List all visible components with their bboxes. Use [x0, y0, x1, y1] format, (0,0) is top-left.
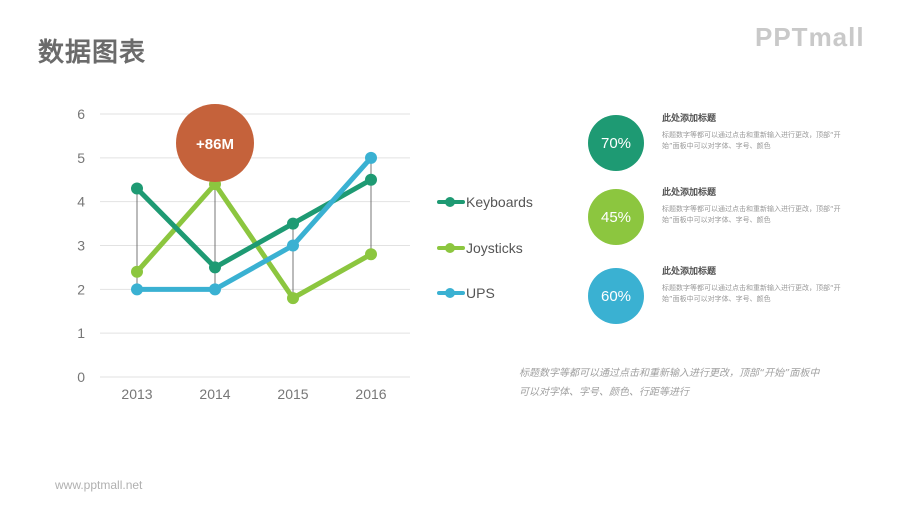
data-point-keyboards: [365, 173, 377, 186]
page-title: 数据图表: [38, 38, 147, 68]
y-tick-label: 6: [77, 106, 85, 122]
legend-swatch: [437, 288, 465, 298]
data-point-keyboards: [287, 217, 299, 230]
stat-circle: 45%: [588, 189, 644, 245]
stat-title: 此处添加标题: [662, 188, 717, 198]
legend-item-joysticks: Joysticks: [437, 240, 577, 256]
y-tick-label: 4: [77, 194, 85, 210]
series-line-keyboards: [134, 177, 374, 270]
x-tick-label: 2015: [277, 386, 308, 402]
legend-label: Joysticks: [466, 240, 523, 256]
legend-label: Keyboards: [466, 194, 533, 210]
data-point-joysticks: [287, 292, 299, 305]
annotation-label: +86M: [196, 136, 234, 153]
legend-item-keyboards: Keyboards: [437, 194, 577, 210]
brand-logo: PPTmall: [755, 22, 865, 52]
stat-card-3: 60% 此处添加标题 标题数字等都可以通过点击和重新输入进行更改，顶部“开始”面…: [588, 267, 841, 328]
stat-description: 标题数字等都可以通过点击和重新输入进行更改，顶部“开始”面板中可以对字体、字号、…: [662, 131, 841, 150]
data-point-ups: [287, 239, 299, 252]
stat-description: 标题数字等都可以通过点击和重新输入进行更改，顶部“开始”面板中可以对字体、字号、…: [662, 205, 841, 224]
y-tick-label: 5: [77, 150, 85, 166]
y-tick-label: 0: [77, 369, 85, 385]
y-tick-label: 3: [77, 238, 85, 254]
stat-circle: 70%: [588, 115, 644, 171]
stat-circle: 60%: [588, 268, 644, 324]
series-line-ups: [134, 155, 374, 292]
y-tick-label: 1: [77, 325, 85, 341]
x-tick-label: 2013: [121, 386, 152, 402]
data-point-ups: [131, 283, 143, 296]
data-point-ups: [365, 151, 377, 164]
legend-item-ups: UPS: [437, 285, 577, 301]
x-tick-label: 2016: [355, 386, 386, 402]
footnote-text: 标题数字等都可以通过点击和重新输入进行更改，顶部“开始”面板中可以对字体、字号、…: [519, 368, 820, 398]
footer-url: www.pptmall.net: [55, 478, 143, 492]
stat-title: 此处添加标题: [662, 267, 717, 277]
legend-swatch: [437, 197, 465, 207]
y-tick-label: 2: [77, 281, 85, 297]
data-point-joysticks: [365, 248, 377, 261]
x-tick-label: 2014: [199, 386, 230, 402]
data-point-ups: [209, 283, 221, 296]
stat-title: 此处添加标题: [662, 114, 717, 124]
annotation-bubble: [176, 104, 254, 182]
stat-description: 标题数字等都可以通过点击和重新输入进行更改，顶部“开始”面板中可以对字体、字号、…: [662, 284, 841, 303]
stat-card-2: 45% 此处添加标题 标题数字等都可以通过点击和重新输入进行更改，顶部“开始”面…: [588, 188, 841, 249]
data-point-keyboards: [131, 182, 143, 195]
stat-card-1: 70% 此处添加标题 标题数字等都可以通过点击和重新输入进行更改，顶部“开始”面…: [588, 114, 841, 175]
legend-swatch: [437, 243, 465, 253]
data-point-keyboards: [209, 261, 221, 274]
data-point-joysticks: [131, 265, 143, 278]
legend-label: UPS: [466, 285, 495, 301]
